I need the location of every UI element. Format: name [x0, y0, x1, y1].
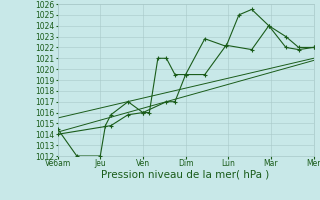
- X-axis label: Pression niveau de la mer( hPa ): Pression niveau de la mer( hPa ): [101, 170, 270, 180]
